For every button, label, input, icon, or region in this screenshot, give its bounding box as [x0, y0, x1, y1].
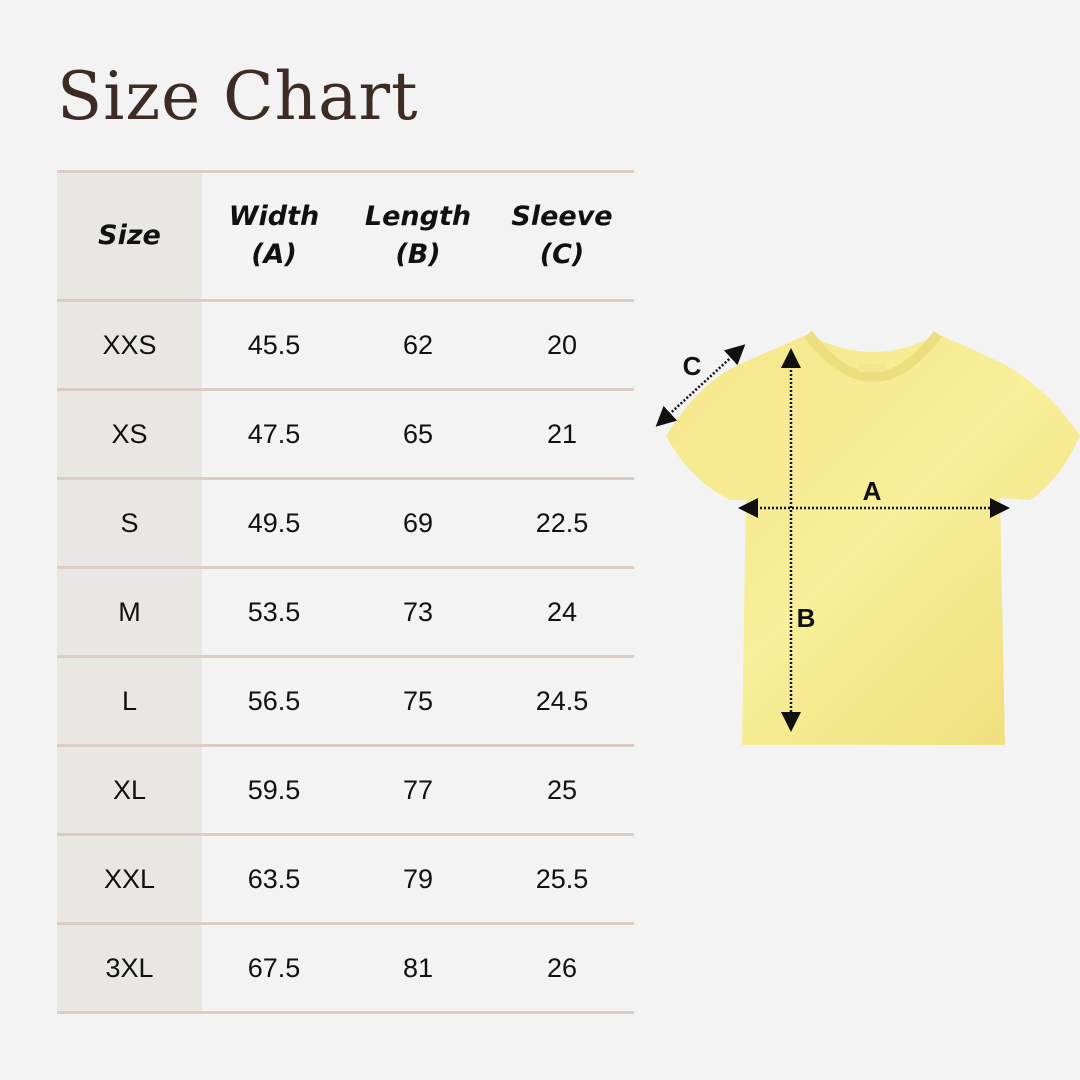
tshirt-shape [666, 334, 1080, 745]
table-row: XS 47.5 65 21 [57, 388, 634, 480]
tshirt-label [858, 364, 886, 372]
header-size: Size [57, 170, 202, 302]
header-label: Length [364, 201, 472, 232]
label-a: A [863, 476, 882, 506]
cell-sleeve: 26 [490, 922, 634, 1014]
cell-length: 73 [346, 566, 490, 658]
table-row: XXS 45.5 62 20 [57, 299, 634, 391]
header-length: Length (B) [346, 170, 490, 302]
cell-length: 77 [346, 744, 490, 836]
header-label: Sleeve [511, 201, 613, 232]
header-sub: (B) [395, 239, 441, 270]
cell-width: 45.5 [202, 299, 346, 391]
cell-width: 59.5 [202, 744, 346, 836]
cell-width: 67.5 [202, 922, 346, 1014]
cell-sleeve: 20 [490, 299, 634, 391]
cell-size: L [57, 655, 202, 747]
cell-length: 65 [346, 388, 490, 480]
cell-size: M [57, 566, 202, 658]
size-table: Size Width (A) Length (B) Sleeve (C) XXS 45.… [57, 170, 634, 1014]
cell-width: 47.5 [202, 388, 346, 480]
cell-sleeve: 25 [490, 744, 634, 836]
cell-size: 3XL [57, 922, 202, 1014]
cell-size: XXS [57, 299, 202, 391]
cell-sleeve: 24.5 [490, 655, 634, 747]
header-sub: (C) [539, 239, 585, 270]
header-label: Width [228, 201, 320, 232]
cell-length: 69 [346, 477, 490, 569]
page-title: Size Chart [57, 58, 419, 135]
cell-width: 63.5 [202, 833, 346, 925]
cell-sleeve: 21 [490, 388, 634, 480]
header-sub: (A) [251, 239, 297, 270]
cell-size: S [57, 477, 202, 569]
measure-c-arrow [655, 344, 746, 427]
cell-length: 81 [346, 922, 490, 1014]
table-row: M 53.5 73 24 [57, 566, 634, 658]
table-row: XL 59.5 77 25 [57, 744, 634, 836]
table-row: 3XL 67.5 81 26 [57, 922, 634, 1014]
table-row: L 56.5 75 24.5 [57, 655, 634, 747]
header-width: Width (A) [202, 170, 346, 302]
header-sleeve: Sleeve (C) [490, 170, 634, 302]
cell-length: 75 [346, 655, 490, 747]
header-label: Size [98, 220, 161, 251]
table-row: S 49.5 69 22.5 [57, 477, 634, 569]
cell-length: 79 [346, 833, 490, 925]
cell-sleeve: 24 [490, 566, 634, 658]
cell-size: XXL [57, 833, 202, 925]
table-header-row: Size Width (A) Length (B) Sleeve (C) [57, 170, 634, 302]
cell-sleeve: 25.5 [490, 833, 634, 925]
cell-width: 53.5 [202, 566, 346, 658]
tshirt-collar [804, 330, 942, 382]
cell-width: 49.5 [202, 477, 346, 569]
cell-size: XS [57, 388, 202, 480]
cell-length: 62 [346, 299, 490, 391]
label-c: C [683, 351, 702, 381]
table-row: XXL 63.5 79 25.5 [57, 833, 634, 925]
cell-size: XL [57, 744, 202, 836]
label-b: B [797, 603, 816, 633]
cell-width: 56.5 [202, 655, 346, 747]
cell-sleeve: 22.5 [490, 477, 634, 569]
